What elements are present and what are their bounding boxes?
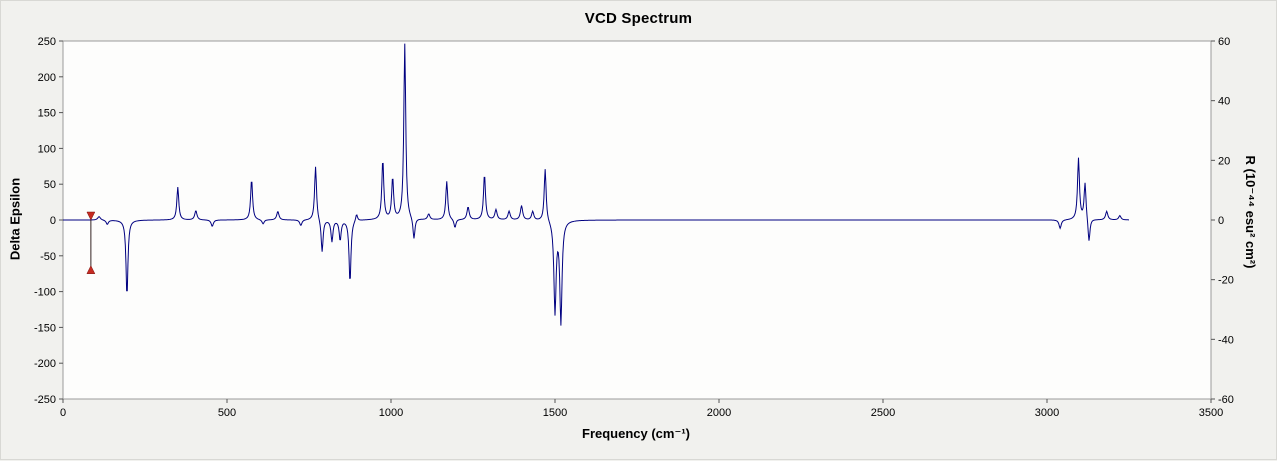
y-left-tick-label: 200 bbox=[38, 72, 56, 84]
x-tick-label: 1500 bbox=[543, 407, 567, 419]
y-left-tick-label: -100 bbox=[34, 287, 56, 299]
y-right-tick-label: 40 bbox=[1218, 96, 1230, 108]
selected-mode-marker-up-triangle-icon[interactable] bbox=[86, 265, 96, 274]
y-left-tick-label: -250 bbox=[34, 394, 56, 406]
y-right-tick-label: -60 bbox=[1218, 394, 1234, 406]
chart-title: VCD Spectrum bbox=[584, 10, 693, 27]
x-tick-label: 500 bbox=[218, 407, 236, 419]
y-left-tick-label: 0 bbox=[50, 215, 56, 227]
selected-mode-marker-down-triangle-icon[interactable] bbox=[86, 211, 96, 221]
y-left-tick-label: 50 bbox=[44, 179, 56, 191]
x-tick-label: 3000 bbox=[1035, 407, 1059, 419]
y-left-tick-label: -200 bbox=[34, 358, 56, 370]
y-right-tick-label: -20 bbox=[1218, 275, 1234, 287]
y-right-tick-label: 20 bbox=[1218, 155, 1230, 167]
y-left-tick-label: 250 bbox=[38, 36, 56, 48]
x-tick-label: 0 bbox=[60, 407, 66, 419]
x-tick-label: 3500 bbox=[1199, 407, 1223, 419]
y-left-tick-label: -50 bbox=[40, 251, 56, 263]
x-tick-label: 2000 bbox=[707, 407, 731, 419]
x-axis-label: Frequency (cm⁻¹) bbox=[582, 426, 690, 441]
y-left-tick-label: 150 bbox=[38, 108, 56, 120]
y-right-tick-label: -40 bbox=[1218, 334, 1234, 346]
x-tick-label: 2500 bbox=[871, 407, 895, 419]
x-tick-label: 1000 bbox=[379, 407, 403, 419]
y-left-tick-label: 100 bbox=[38, 143, 56, 155]
y-left-tick-label: -150 bbox=[34, 322, 56, 334]
y-right-tick-label: 0 bbox=[1218, 215, 1224, 227]
y-right-tick-label: 60 bbox=[1218, 36, 1230, 48]
spectrum-line bbox=[63, 43, 1130, 326]
